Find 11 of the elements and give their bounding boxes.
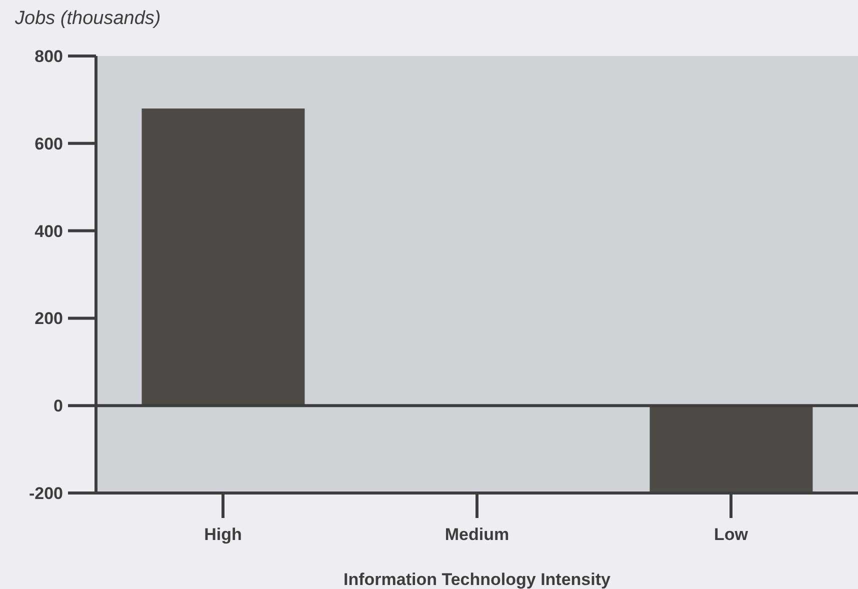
y-tick-label: 200 [34,309,63,328]
y-tick-label: 400 [34,222,63,241]
y-tick-label: 600 [34,134,63,154]
x-axis-title: Information Technology Intensity [344,570,612,589]
y-tick-label: 800 [34,47,63,66]
x-tick-label: Medium [444,525,510,544]
x-tick-label: High [204,525,242,544]
y-tick-label: -200 [28,484,63,504]
y-tick-label: 0 [54,396,63,416]
x-tick-label: Low [714,525,749,544]
y-axis-title: Jobs (thousands) [15,8,161,30]
